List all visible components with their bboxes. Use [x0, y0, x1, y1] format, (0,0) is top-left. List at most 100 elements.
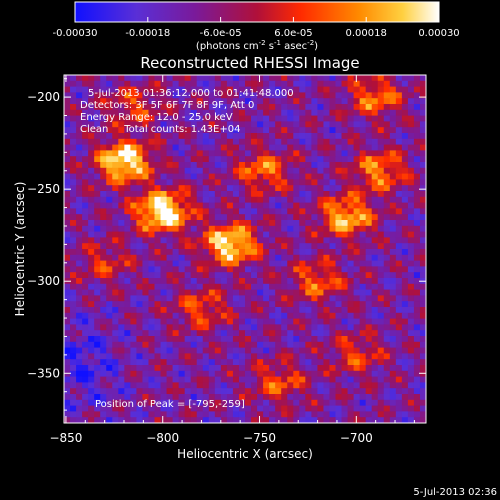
heatmap-cell	[383, 150, 391, 157]
heatmap-cell	[160, 167, 168, 175]
heatmap-cell	[64, 121, 71, 128]
heatmap-cell	[299, 289, 306, 296]
heatmap-cell	[232, 353, 240, 360]
heatmap-cell	[293, 405, 300, 412]
heatmap-cell	[401, 405, 409, 412]
heatmap-cell	[118, 162, 125, 169]
heatmap-cell	[178, 150, 186, 157]
heatmap-cell	[70, 411, 77, 418]
heatmap-cell	[383, 109, 391, 117]
heatmap-cell	[413, 301, 421, 308]
heatmap-cell	[305, 162, 312, 169]
heatmap-cell	[329, 289, 337, 296]
heatmap-cell	[395, 121, 403, 128]
heatmap-cell	[160, 173, 168, 180]
y-axis-label: Heliocentric Y (arcsec)	[13, 182, 27, 317]
heatmap-cell	[305, 318, 312, 325]
heatmap-cell	[311, 92, 318, 99]
heatmap-cell	[196, 133, 204, 140]
heatmap-cell	[341, 225, 349, 233]
heatmap-cell	[142, 196, 150, 204]
heatmap-cell	[196, 382, 204, 389]
heatmap-cell	[112, 162, 119, 169]
heatmap-cell	[293, 86, 300, 93]
heatmap-cell	[311, 86, 318, 93]
heatmap-cell	[100, 121, 107, 128]
heatmap-cell	[317, 86, 325, 93]
heatmap-cell	[124, 411, 131, 418]
heatmap-cell	[112, 150, 119, 157]
heatmap-cell	[184, 138, 192, 146]
heatmap-cell	[395, 80, 403, 88]
heatmap-cell	[100, 382, 107, 389]
heatmap-cell	[305, 144, 312, 151]
heatmap-cell	[383, 312, 391, 320]
heatmap-cell	[172, 394, 180, 401]
heatmap-cell	[407, 417, 415, 423]
heatmap-cell	[100, 370, 107, 378]
heatmap-cell	[172, 98, 180, 105]
heatmap-cell	[311, 80, 318, 88]
heatmap-cell	[269, 394, 276, 401]
heatmap-cell	[214, 347, 222, 354]
heatmap-cell	[160, 289, 168, 296]
heatmap-cell	[160, 283, 168, 291]
heatmap-cell	[317, 336, 325, 343]
heatmap-cell	[76, 185, 83, 192]
heatmap-cell	[64, 376, 71, 383]
heatmap-cell	[365, 330, 373, 337]
heatmap-cell	[238, 307, 246, 314]
heatmap-cell	[335, 173, 343, 180]
heatmap-cell	[281, 156, 288, 163]
heatmap-cell	[407, 104, 415, 111]
heatmap-cell	[263, 388, 270, 395]
heatmap-cell	[275, 127, 282, 134]
heatmap-cell	[64, 80, 71, 88]
heatmap-cell	[82, 156, 89, 163]
heatmap-cell	[389, 399, 397, 407]
heatmap-cell	[124, 121, 131, 128]
heatmap-cell	[299, 127, 306, 134]
heatmap-cell	[311, 115, 318, 122]
heatmap-cell	[317, 237, 325, 244]
heatmap-cell	[263, 98, 270, 105]
heatmap-cell	[142, 278, 150, 285]
heatmap-cell	[172, 289, 180, 296]
heatmap-cell	[311, 138, 318, 146]
heatmap-cell	[214, 92, 222, 99]
heatmap-cell	[220, 289, 228, 296]
heatmap-cell	[389, 127, 397, 134]
heatmap-cell	[263, 225, 270, 233]
heatmap-cell	[413, 173, 421, 180]
heatmap-cell	[287, 388, 294, 395]
heatmap-cell	[335, 399, 343, 407]
heatmap-cell	[166, 295, 174, 302]
heatmap-cell	[257, 289, 264, 296]
heatmap-cell	[407, 266, 415, 273]
heatmap-cell	[365, 109, 373, 117]
heatmap-cell	[112, 98, 119, 105]
heatmap-cell	[353, 399, 361, 407]
heatmap-cell	[341, 185, 349, 192]
heatmap-cell	[371, 376, 379, 383]
heatmap-cell	[154, 86, 162, 93]
heatmap-cell	[401, 312, 409, 320]
heatmap-cell	[136, 388, 144, 395]
heatmap-cell	[148, 243, 156, 250]
heatmap-cell	[269, 185, 276, 192]
heatmap-cell	[263, 144, 270, 151]
heatmap-cell	[184, 185, 192, 192]
heatmap-cell	[88, 138, 95, 146]
heatmap-cell	[305, 370, 312, 378]
heatmap-cell	[257, 225, 264, 233]
heatmap-cell	[238, 312, 246, 320]
heatmap-cell	[383, 144, 391, 151]
heatmap-cell	[232, 185, 240, 192]
heatmap-cell	[263, 162, 270, 169]
heatmap-cell	[208, 225, 216, 233]
heatmap-cell	[347, 359, 355, 366]
heatmap-cell	[317, 173, 325, 180]
heatmap-cell	[287, 167, 294, 175]
heatmap-cell	[136, 92, 144, 99]
heatmap-cell	[232, 266, 240, 273]
